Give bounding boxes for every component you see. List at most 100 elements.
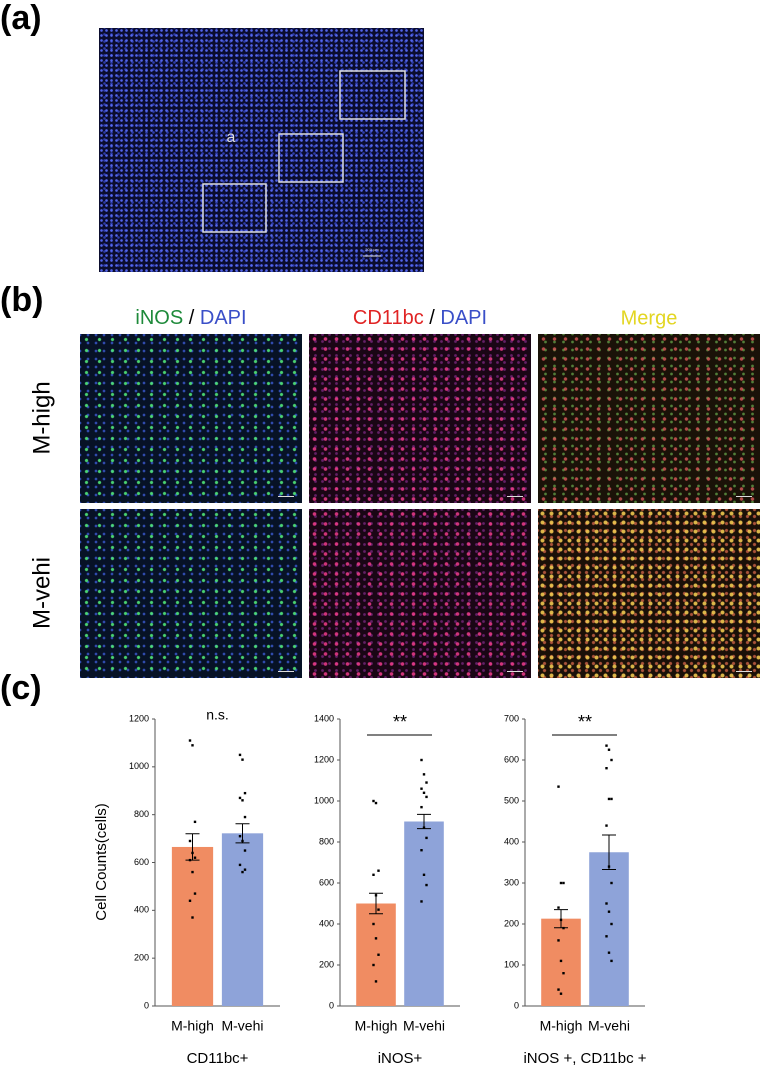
data-point	[425, 883, 428, 887]
bar	[589, 852, 629, 1006]
column-header: iNOS / DAPI	[135, 307, 246, 329]
data-point	[559, 959, 563, 963]
data-point	[562, 972, 565, 975]
panel-label: (b)	[0, 281, 43, 319]
data-point	[610, 922, 613, 926]
y-tick-label: 600	[319, 877, 334, 887]
data-point	[420, 805, 423, 809]
x-axis-label: iNOS +, CD11bc +	[523, 1050, 646, 1066]
y-tick-label: 0	[144, 1000, 149, 1010]
data-point	[241, 799, 244, 802]
y-tick-label: 300	[504, 877, 519, 887]
data-point	[425, 795, 428, 799]
data-point	[610, 959, 613, 963]
error-bar	[554, 909, 568, 929]
separator: /	[429, 307, 435, 329]
y-tick-label: 500	[504, 795, 519, 805]
separator: /	[189, 307, 195, 329]
data-point	[420, 849, 423, 852]
bar	[404, 821, 444, 1006]
y-tick-label: 1000	[129, 761, 149, 771]
error-bar	[602, 834, 616, 870]
significance: **	[393, 712, 407, 732]
row-label: M-vehi	[28, 557, 55, 629]
data-point	[607, 797, 611, 801]
panel-label: (a)	[0, 0, 42, 37]
data-point	[425, 781, 428, 784]
x-tick-label: M-vehi	[588, 1018, 630, 1034]
region-label: a	[227, 129, 236, 146]
data-point	[377, 869, 380, 872]
column-header: CD11bc / DAPI	[353, 307, 487, 329]
data-point	[188, 839, 192, 843]
data-point	[374, 937, 378, 940]
data-point	[374, 801, 378, 805]
data-point	[191, 916, 194, 919]
data-point	[241, 839, 244, 843]
x-tick-label: M-vehi	[221, 1018, 263, 1034]
scale-bar	[736, 496, 752, 497]
data-point	[607, 865, 611, 868]
data-point	[562, 926, 565, 930]
data-point	[605, 902, 608, 905]
micrograph	[309, 509, 531, 678]
x-axis-label: iNOS+	[378, 1050, 423, 1066]
data-point	[191, 851, 194, 855]
data-point	[422, 773, 426, 776]
y-tick-label: 600	[134, 857, 149, 867]
x-tick-label: M-high	[540, 1018, 583, 1034]
data-point	[191, 870, 194, 874]
data-point	[377, 908, 380, 911]
data-point	[605, 744, 608, 747]
micrograph	[538, 509, 760, 678]
significance: **	[578, 712, 592, 732]
data-point	[188, 858, 192, 862]
data-point	[557, 906, 560, 909]
data-point	[374, 980, 378, 983]
data-point	[238, 796, 242, 800]
bar	[171, 846, 214, 1006]
data-point	[372, 799, 375, 803]
x-tick-label: M-high	[171, 1018, 214, 1034]
row-label: M-high	[28, 381, 55, 454]
y-tick-label: 800	[319, 836, 334, 846]
bar	[221, 833, 264, 1006]
data-point	[188, 739, 192, 742]
data-point	[372, 922, 375, 926]
data-point	[243, 815, 247, 819]
y-tick-label: 400	[504, 836, 519, 846]
bar	[356, 903, 396, 1006]
data-point	[422, 791, 426, 794]
data-point	[607, 951, 611, 954]
y-tick-label: 800	[134, 809, 149, 819]
scale-bar	[507, 671, 523, 672]
scale-bar	[278, 496, 294, 497]
data-point	[377, 953, 380, 956]
data-point	[372, 873, 375, 876]
y-tick-label: 200	[319, 959, 334, 969]
y-tick-label: 1000	[314, 795, 334, 805]
data-point	[605, 767, 608, 770]
data-point	[557, 939, 560, 942]
roi-boxes	[202, 70, 406, 233]
scale-bar	[507, 496, 523, 497]
data-point	[562, 881, 565, 885]
stain: iNOS	[135, 307, 183, 329]
stain: DAPI	[200, 307, 247, 329]
y-tick-label: 600	[504, 754, 519, 764]
scale-bar	[736, 671, 752, 672]
data-point	[243, 868, 247, 871]
y-tick-label: 1200	[314, 754, 334, 764]
data-point	[241, 758, 244, 761]
significance: n.s.	[206, 707, 229, 723]
data-point	[610, 881, 613, 885]
stain: CD11bc	[353, 307, 424, 329]
y-tick-label: 400	[319, 918, 334, 928]
data-point	[605, 824, 608, 827]
data-point	[193, 820, 197, 824]
panel-label: (c)	[0, 669, 42, 707]
y-tick-label: 0	[514, 1000, 519, 1010]
data-point	[420, 758, 423, 762]
stain: DAPI	[440, 307, 487, 329]
